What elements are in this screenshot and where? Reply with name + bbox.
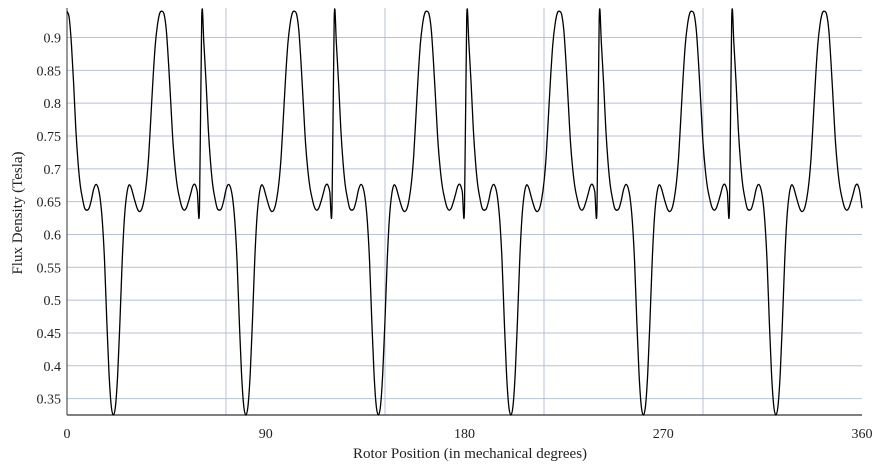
x-tick-labels: 0 90 180 270 360: [64, 427, 873, 442]
y-tick-label: 0.75: [37, 130, 62, 145]
y-tick-label: 0.65: [37, 196, 62, 211]
x-tick-label: 270: [653, 427, 674, 442]
y-tick-label: 0.8: [44, 97, 62, 112]
x-tick-label: 90: [259, 427, 273, 442]
x-tick-label: 360: [852, 427, 873, 442]
y-tick-label: 0.7: [44, 163, 62, 178]
axes: [66, 8, 862, 416]
y-axis-title: Flux Density (Tesla): [10, 151, 26, 274]
flux-density-series-line: [66, 8, 863, 416]
y-tick-label: 0.55: [37, 261, 62, 276]
y-tick-label: 0.5: [44, 294, 62, 309]
y-tick-label: 0.9: [44, 32, 62, 47]
series-group: [66, 8, 863, 416]
x-tick-label: 0: [64, 427, 71, 442]
y-tick-label: 0.45: [37, 327, 62, 342]
y-tick-label: 0.4: [44, 360, 62, 375]
y-tick-label: 0.35: [37, 393, 62, 408]
x-axis-title: Rotor Position (in mechanical degrees): [353, 446, 587, 462]
x-tick-label: 180: [454, 427, 475, 442]
y-tick-labels: 0.35 0.4 0.45 0.5 0.55 0.6 0.65 0.7 0.75 0.8 0.85 0…: [37, 32, 62, 408]
y-tick-label: 0.6: [44, 228, 62, 243]
y-tick-label: 0.85: [37, 64, 62, 79]
